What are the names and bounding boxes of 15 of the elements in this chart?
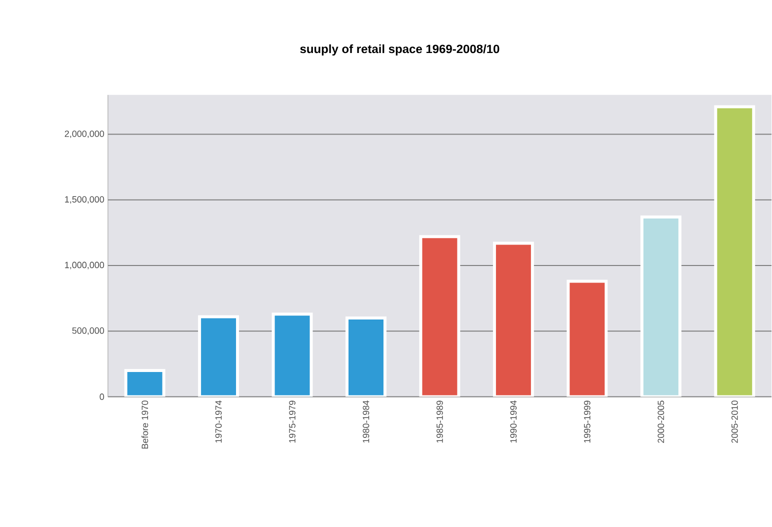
x-tick-label: 2005-2010 <box>731 400 738 443</box>
x-tick-label: 1970-1974 <box>215 400 222 443</box>
y-tick-label: 1,000,000 <box>65 262 104 270</box>
y-tick-label: 500,000 <box>72 328 104 336</box>
y-tick-label: 0 <box>100 394 104 400</box>
x-tick-label: Before 1970 <box>142 400 148 449</box>
y-tick-label: 2,000,000 <box>64 130 104 138</box>
x-tick-label: 1985-1989 <box>436 400 443 443</box>
y-tick-label: 1,500,000 <box>65 196 104 204</box>
x-tick-label: 1975-1979 <box>289 400 296 443</box>
chart-title: suuply of retail space 1969-2008/10 <box>300 44 500 56</box>
x-tick-label: 1995-1999 <box>584 400 590 443</box>
x-tick-label: 2000-2005 <box>658 400 664 443</box>
x-tick-label: 1980-1984 <box>362 400 370 443</box>
x-tick-label: 1990-1994 <box>510 400 517 443</box>
